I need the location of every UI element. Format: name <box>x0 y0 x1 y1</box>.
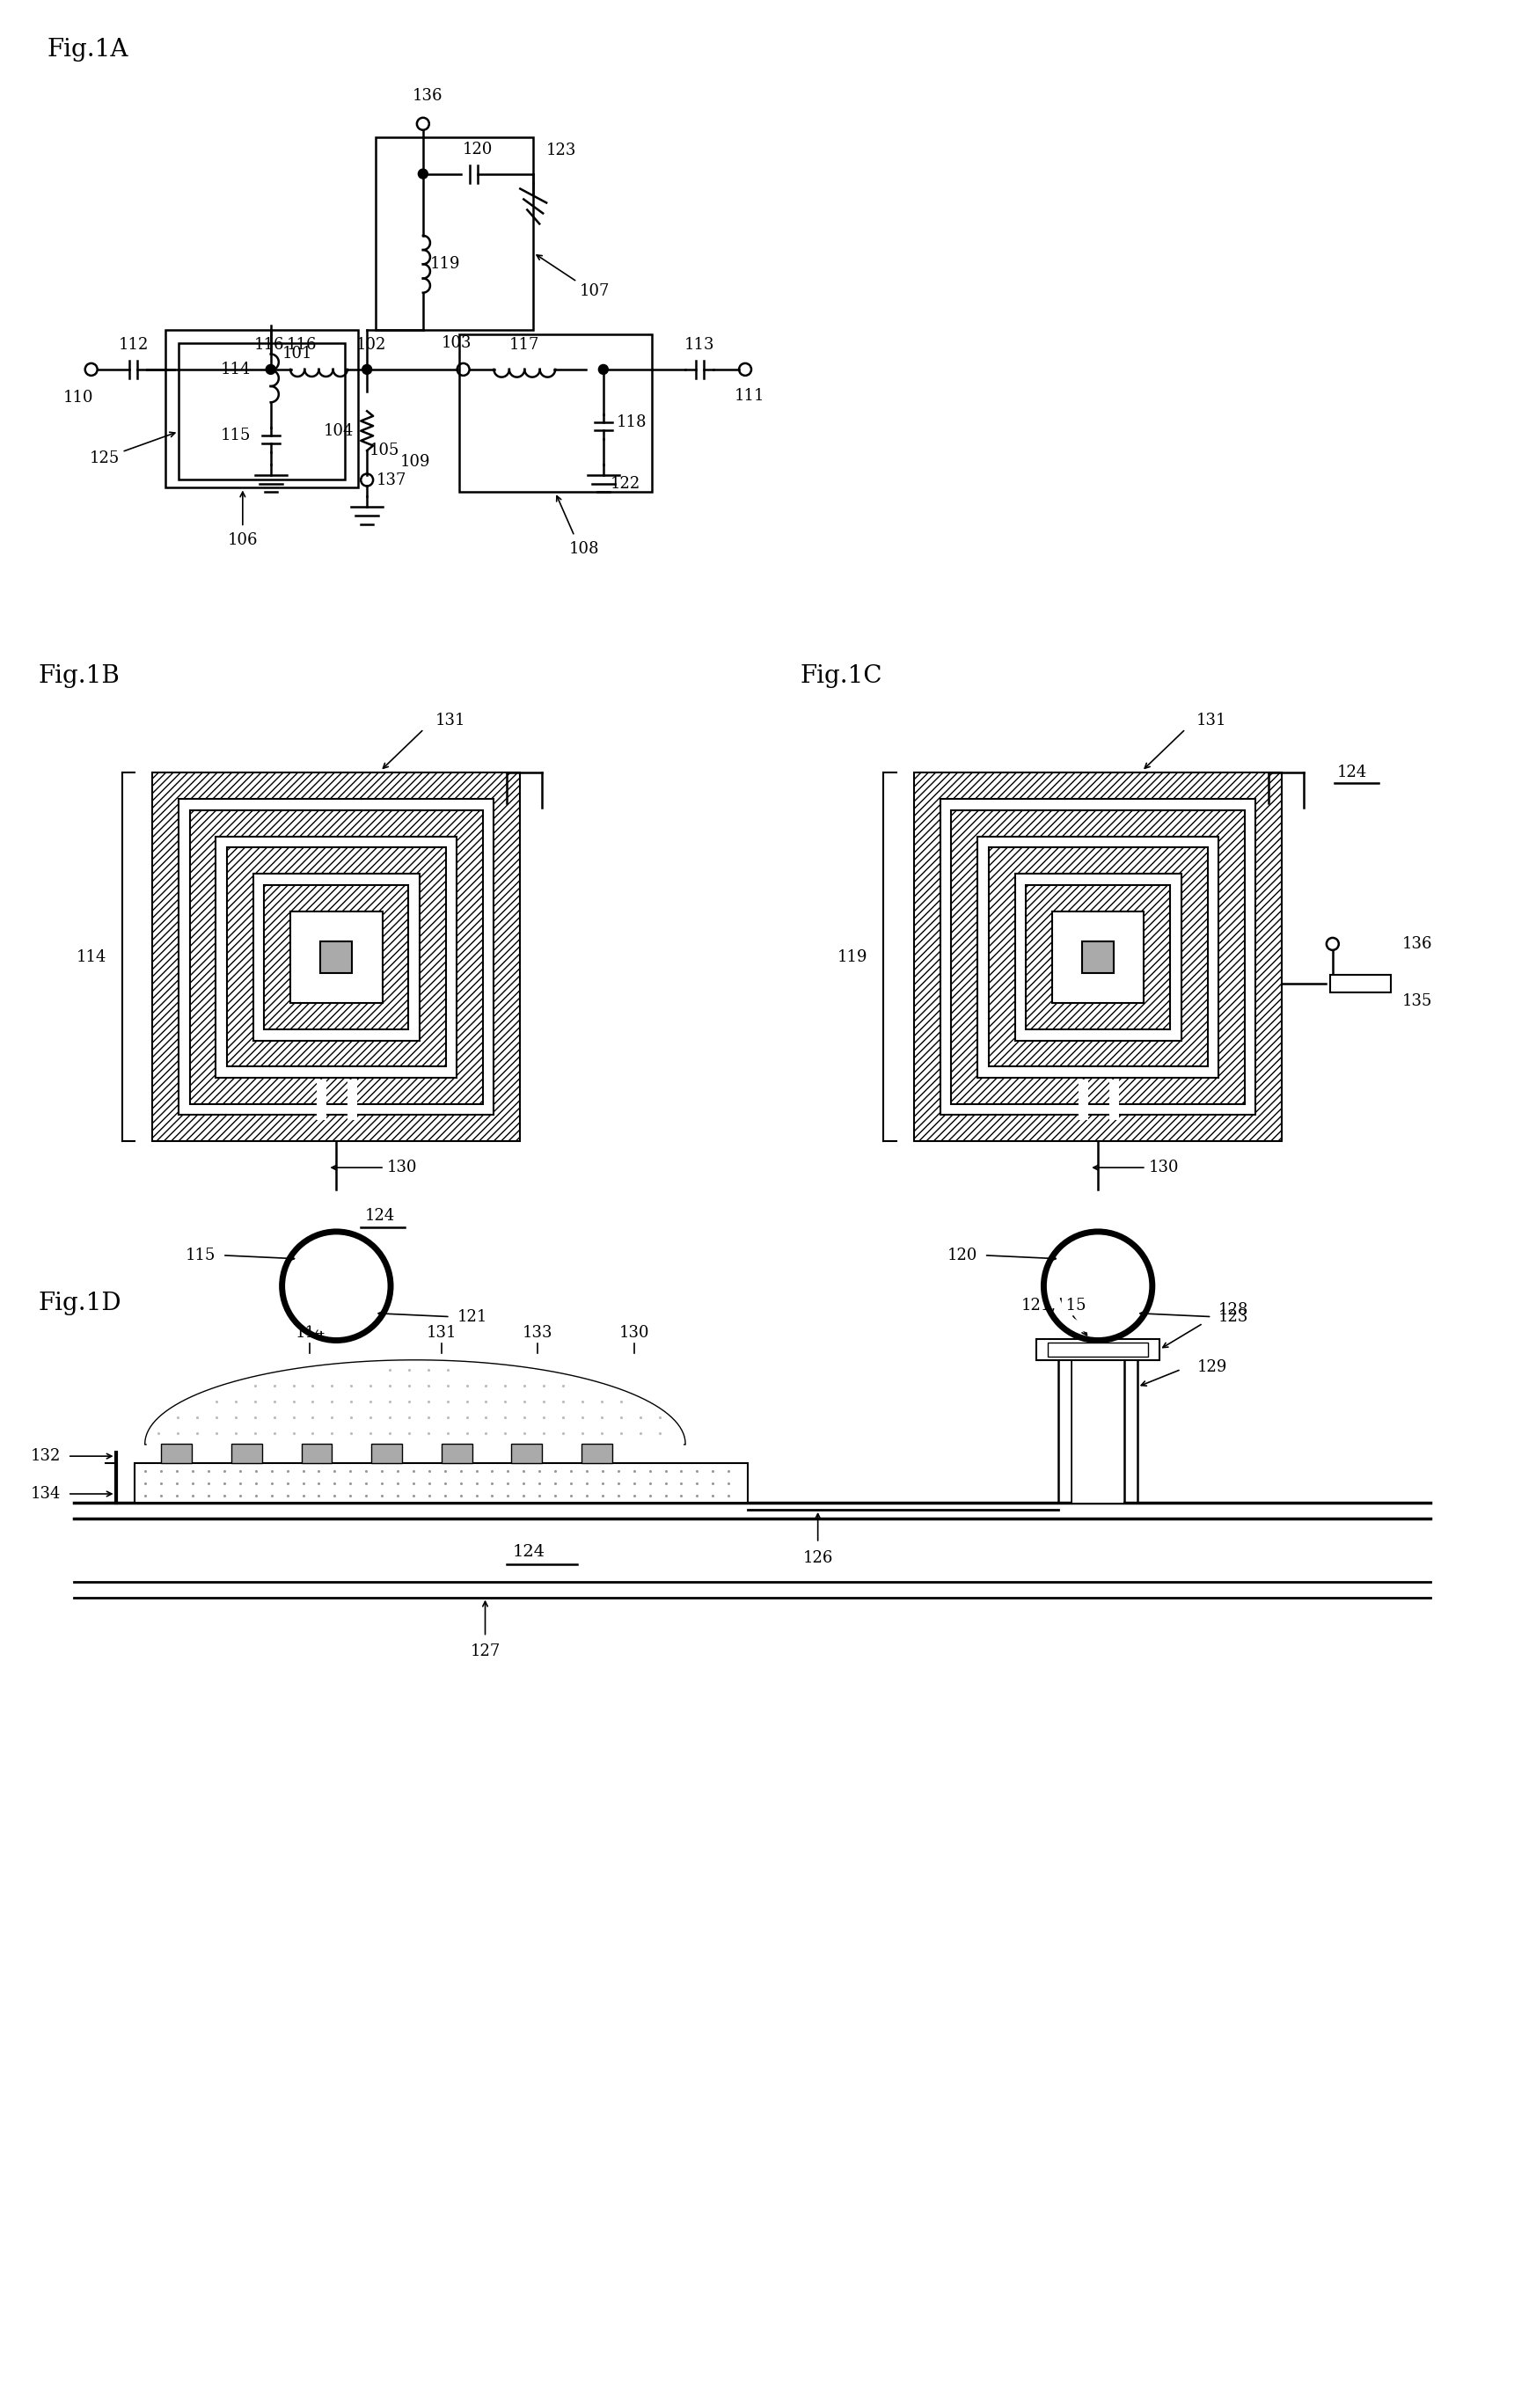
Text: 115: 115 <box>186 1247 217 1264</box>
Bar <box>1329 975 1391 992</box>
Text: 116: 116 <box>254 337 285 354</box>
Bar <box>1026 884 1170 1031</box>
Text: 117: 117 <box>509 337 539 354</box>
Text: 120: 120 <box>948 1247 978 1264</box>
Text: 124: 124 <box>1337 766 1367 780</box>
Bar <box>375 137 533 330</box>
Text: 105: 105 <box>369 443 400 458</box>
Text: 134: 134 <box>30 1486 61 1503</box>
Bar <box>291 910 383 1004</box>
Text: 121,115: 121,115 <box>1022 1298 1087 1312</box>
Bar <box>989 848 1208 1067</box>
Bar <box>1072 1361 1123 1503</box>
Text: 112: 112 <box>118 337 148 354</box>
Text: 135: 135 <box>1402 992 1432 1009</box>
Text: 133: 133 <box>522 1324 553 1341</box>
Text: 133: 133 <box>1161 896 1192 913</box>
Text: 106: 106 <box>227 532 257 549</box>
Circle shape <box>418 169 428 178</box>
Text: 133: 133 <box>400 896 430 913</box>
Text: 131: 131 <box>435 713 465 727</box>
Bar <box>581 1445 612 1464</box>
Bar <box>217 836 457 1079</box>
Text: 114: 114 <box>221 361 251 378</box>
Text: 136: 136 <box>412 87 442 104</box>
Bar <box>442 1445 472 1464</box>
Text: 118: 118 <box>616 414 646 431</box>
Bar <box>263 884 409 1031</box>
Circle shape <box>598 364 609 373</box>
Bar <box>459 335 651 491</box>
Bar <box>321 942 353 973</box>
Text: 123: 123 <box>1219 1310 1249 1324</box>
Bar <box>1014 874 1181 1040</box>
Text: 120: 120 <box>463 142 494 157</box>
Bar <box>179 342 345 479</box>
Text: 103: 103 <box>441 335 471 352</box>
Text: 113: 113 <box>684 337 715 354</box>
Text: 115: 115 <box>221 426 251 443</box>
Text: 110: 110 <box>64 390 94 405</box>
Text: Fig.1C: Fig.1C <box>801 665 883 689</box>
Bar <box>1083 942 1114 973</box>
Bar <box>153 773 521 1141</box>
Text: 130: 130 <box>1149 1161 1179 1175</box>
Text: 109: 109 <box>400 453 430 470</box>
Text: 129: 129 <box>1196 1361 1226 1375</box>
Text: Fig.1B: Fig.1B <box>39 665 121 689</box>
Polygon shape <box>145 1361 684 1445</box>
Text: 123: 123 <box>547 142 577 159</box>
Text: 136: 136 <box>1402 937 1432 951</box>
Bar <box>914 773 1282 1141</box>
Bar <box>165 330 359 489</box>
Text: 132: 132 <box>30 1447 61 1464</box>
Text: 125: 125 <box>89 450 120 467</box>
Bar <box>1037 1339 1160 1361</box>
Bar <box>253 874 419 1040</box>
Text: 102: 102 <box>356 337 386 354</box>
Bar <box>232 1445 262 1464</box>
Bar <box>227 848 445 1067</box>
Circle shape <box>266 364 276 373</box>
Text: 128: 128 <box>1219 1303 1249 1317</box>
Text: 124: 124 <box>365 1209 395 1223</box>
Bar <box>512 1445 542 1464</box>
Text: Fig.1A: Fig.1A <box>47 39 129 60</box>
Bar <box>179 799 494 1115</box>
Text: 108: 108 <box>569 542 600 556</box>
Text: 121: 121 <box>457 1310 488 1324</box>
Bar <box>189 809 483 1103</box>
Bar <box>1052 910 1145 1004</box>
Text: 130: 130 <box>619 1324 650 1341</box>
Text: 137: 137 <box>377 472 407 489</box>
Bar <box>371 1445 403 1464</box>
Text: 119: 119 <box>837 949 868 966</box>
Text: 127: 127 <box>471 1645 500 1659</box>
Bar <box>135 1464 748 1503</box>
Circle shape <box>362 364 372 373</box>
Text: 104: 104 <box>324 424 354 438</box>
Text: 130: 130 <box>386 1161 418 1175</box>
Text: 114: 114 <box>295 1324 326 1341</box>
Text: 101: 101 <box>282 347 312 361</box>
Bar <box>301 1445 332 1464</box>
Text: 116: 116 <box>286 337 316 354</box>
Bar <box>940 799 1255 1115</box>
Text: 111: 111 <box>734 388 765 405</box>
Text: 131: 131 <box>427 1324 457 1341</box>
Bar <box>951 809 1245 1103</box>
Text: 131: 131 <box>1196 713 1226 727</box>
Text: 126: 126 <box>802 1551 833 1565</box>
Text: 119: 119 <box>430 255 460 272</box>
Bar <box>978 836 1219 1079</box>
Bar <box>1048 1341 1148 1358</box>
Text: Fig.1D: Fig.1D <box>39 1291 123 1315</box>
Text: 124: 124 <box>513 1544 545 1560</box>
Text: 107: 107 <box>580 284 610 299</box>
Bar <box>162 1445 192 1464</box>
Text: 114: 114 <box>76 949 106 966</box>
Text: 122: 122 <box>610 474 640 491</box>
